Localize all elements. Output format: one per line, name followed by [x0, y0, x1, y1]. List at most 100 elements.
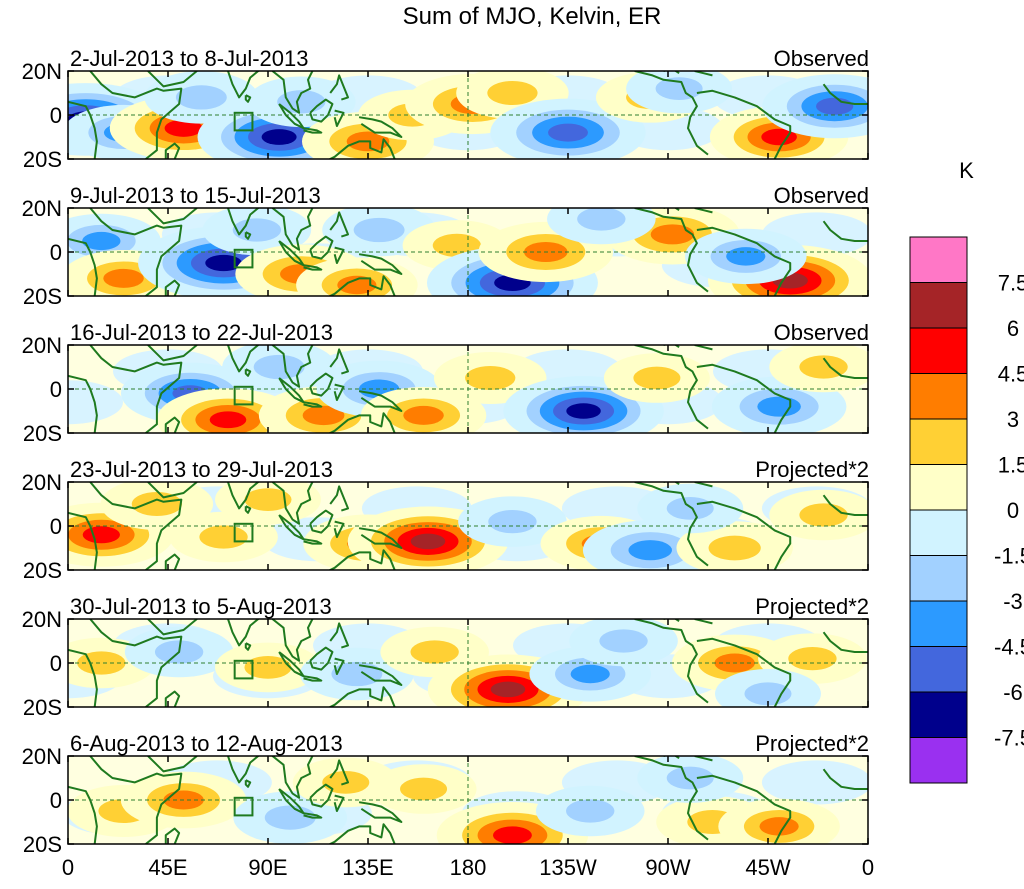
coastline — [271, 756, 314, 799]
coastline — [696, 226, 792, 296]
coastline — [327, 412, 396, 433]
coastline — [634, 756, 709, 841]
x-tick-label: 90E — [248, 855, 287, 880]
x-tick-label: 180 — [450, 855, 487, 880]
coastline — [271, 345, 314, 388]
coastline — [358, 390, 403, 412]
coastline — [634, 345, 709, 430]
weak-anomaly — [761, 760, 868, 805]
coastline — [696, 637, 792, 707]
coastline — [634, 482, 709, 567]
coastline — [147, 71, 198, 88]
coastline — [68, 237, 98, 296]
colorbar-level-label: -1.5 — [994, 544, 1024, 569]
colorbar-swatch — [909, 282, 968, 329]
coastline — [309, 646, 334, 671]
coastline — [358, 253, 403, 275]
reference-box — [233, 111, 254, 132]
x-tick-label: 135E — [342, 855, 393, 880]
panel-3: 16-Jul-2013 to 22-Jul-2013 Observed 20N 0 20… — [22, 320, 869, 446]
coastline — [89, 71, 183, 159]
coastline — [329, 211, 349, 238]
colorbar-level-label: 6 — [1007, 316, 1019, 341]
coastline — [244, 231, 252, 240]
reference-box — [233, 659, 254, 680]
coastline — [333, 109, 345, 127]
panel-1: 2-Jul-2013 to 8-Jul-2013 Observed 20N 0 20S — [22, 46, 869, 172]
coastline — [822, 631, 868, 653]
panel-date-range: 9-Jul-2013 to 15-Jul-2013 — [70, 183, 321, 208]
reference-box — [233, 796, 254, 817]
coastline — [333, 520, 345, 538]
coastlines — [68, 345, 868, 433]
coastlines — [68, 71, 868, 159]
colorbar-level-label: -3 — [1003, 589, 1023, 614]
coastline — [164, 827, 181, 844]
panel-2: 9-Jul-2013 to 15-Jul-2013 Observed 20N 0 20S — [22, 183, 869, 309]
coastline — [822, 357, 868, 379]
anomaly-field — [68, 71, 868, 159]
coastline — [329, 348, 349, 375]
coastline — [696, 363, 792, 433]
cold-anomaly — [626, 71, 733, 114]
coastline — [89, 345, 183, 433]
colorbar-swatch — [909, 737, 968, 784]
colorbar-level-label: -7.5 — [994, 726, 1024, 751]
cold-anomaly — [684, 228, 807, 285]
coastline — [329, 74, 349, 101]
coastline — [164, 553, 181, 570]
coastline — [89, 619, 183, 707]
panel-label: Projected*2 — [755, 594, 869, 619]
cold-anomaly — [233, 791, 348, 844]
panel-date-range: 23-Jul-2013 to 29-Jul-2013 — [70, 457, 333, 482]
coastline — [271, 482, 314, 525]
colorbar-level-label: -6 — [1003, 680, 1023, 705]
warm-anomaly — [769, 345, 868, 393]
coastline — [329, 622, 349, 649]
x-tick-label: 90W — [645, 855, 690, 880]
warm-anomaly — [360, 387, 487, 433]
coastlines — [68, 482, 868, 570]
cold-anomaly — [715, 669, 821, 707]
panel-4: 23-Jul-2013 to 29-Jul-2013 Projected*2 20N… — [22, 457, 869, 583]
coastline — [303, 401, 323, 408]
coastline — [89, 756, 183, 844]
colorbar-swatch — [909, 327, 968, 374]
coastlines — [68, 756, 868, 844]
coastline — [164, 142, 181, 159]
coastline — [303, 538, 323, 545]
y-tick-label: 20S — [23, 695, 62, 720]
panel-label: Projected*2 — [755, 457, 869, 482]
coastline — [147, 756, 198, 773]
panel-label: Projected*2 — [755, 731, 869, 756]
coastline — [822, 768, 868, 790]
coastline — [225, 345, 260, 373]
y-tick-label: 20N — [22, 607, 62, 632]
colorbar-swatch — [909, 373, 968, 420]
coastlines — [68, 619, 868, 707]
coastline — [164, 690, 181, 707]
cold-anomaly — [458, 496, 567, 547]
colorbar: K 7.5 6 4.5 3 1.5 0 -1.5 -3 -4.5 -6 -7.5 — [909, 158, 1024, 784]
warm-anomaly — [215, 642, 321, 693]
anomaly-field — [68, 756, 868, 844]
colorbar-unit: K — [959, 158, 974, 183]
coastline — [225, 71, 260, 99]
cold-anomaly — [569, 619, 678, 667]
coastline — [225, 756, 260, 784]
coastline — [244, 94, 252, 103]
coastline — [358, 116, 403, 138]
x-tick-label: 0 — [862, 855, 874, 880]
cold-anomaly — [762, 74, 868, 139]
coastline — [225, 482, 260, 510]
coastline — [271, 208, 314, 251]
coastline — [329, 485, 349, 512]
coastline — [309, 235, 334, 260]
coastline — [89, 208, 183, 296]
coastline — [822, 83, 868, 105]
warm-anomaly — [370, 764, 477, 814]
panel-6: 6-Aug-2013 to 12-Aug-2013 Projected*2 20N 0… — [22, 731, 869, 857]
y-tick-label: 0 — [50, 377, 62, 402]
coastline — [309, 509, 334, 534]
